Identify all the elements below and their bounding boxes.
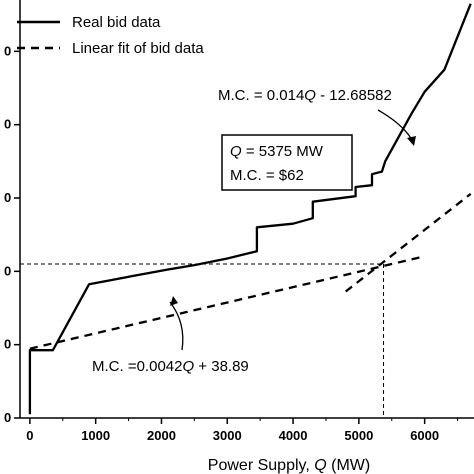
y-tick-label: 0 (4, 117, 11, 132)
y-tick-label: 0 (4, 337, 11, 352)
equation-low-arrowhead (170, 296, 178, 306)
y-tick-label: 0 (4, 263, 11, 278)
callout-mc-label: M.C. = $62 (230, 167, 304, 184)
equation-low-leader-arrow (169, 301, 184, 351)
series-line-linear-fit-low (29, 255, 425, 350)
legend-label-linear-fit: Linear fit of bid data (72, 40, 204, 57)
y-tick-label: 0 (4, 43, 11, 58)
x-tick-label: 1000 (81, 428, 110, 443)
legend: Real bid data Linear fit of bid data (17, 14, 204, 57)
x-tick-label: 6000 (410, 428, 439, 443)
y-tick-label: 0 (4, 190, 11, 205)
x-tick-label: 2000 (147, 428, 176, 443)
callout-q-label: Q = 5375 MW (230, 143, 324, 160)
callout-box (221, 134, 353, 191)
x-tick-label: 5000 (344, 428, 373, 443)
series-line-linear-fit-high (344, 192, 472, 293)
series-line-real-bid-data (28, 3, 472, 415)
x-tick-label: 3000 (213, 428, 242, 443)
equation-high-leader-arrow (377, 109, 413, 141)
x-axis-title: Power Supply, Q (MW) (208, 457, 370, 474)
x-tick-label: 0 (26, 428, 33, 443)
equation-label-low: M.C. =0.0042Q + 38.89 (92, 358, 249, 375)
y-tick-label: 0 (4, 410, 11, 425)
legend-label-real-bid-data: Real bid data (72, 14, 161, 31)
x-tick-label: 4000 (279, 428, 308, 443)
equation-label-high: M.C. = 0.014Q - 12.68582 (218, 87, 392, 104)
intersection-callout: Q = 5375 MW M.C. = $62 (221, 134, 353, 191)
equation-high-arrowhead (407, 136, 416, 146)
